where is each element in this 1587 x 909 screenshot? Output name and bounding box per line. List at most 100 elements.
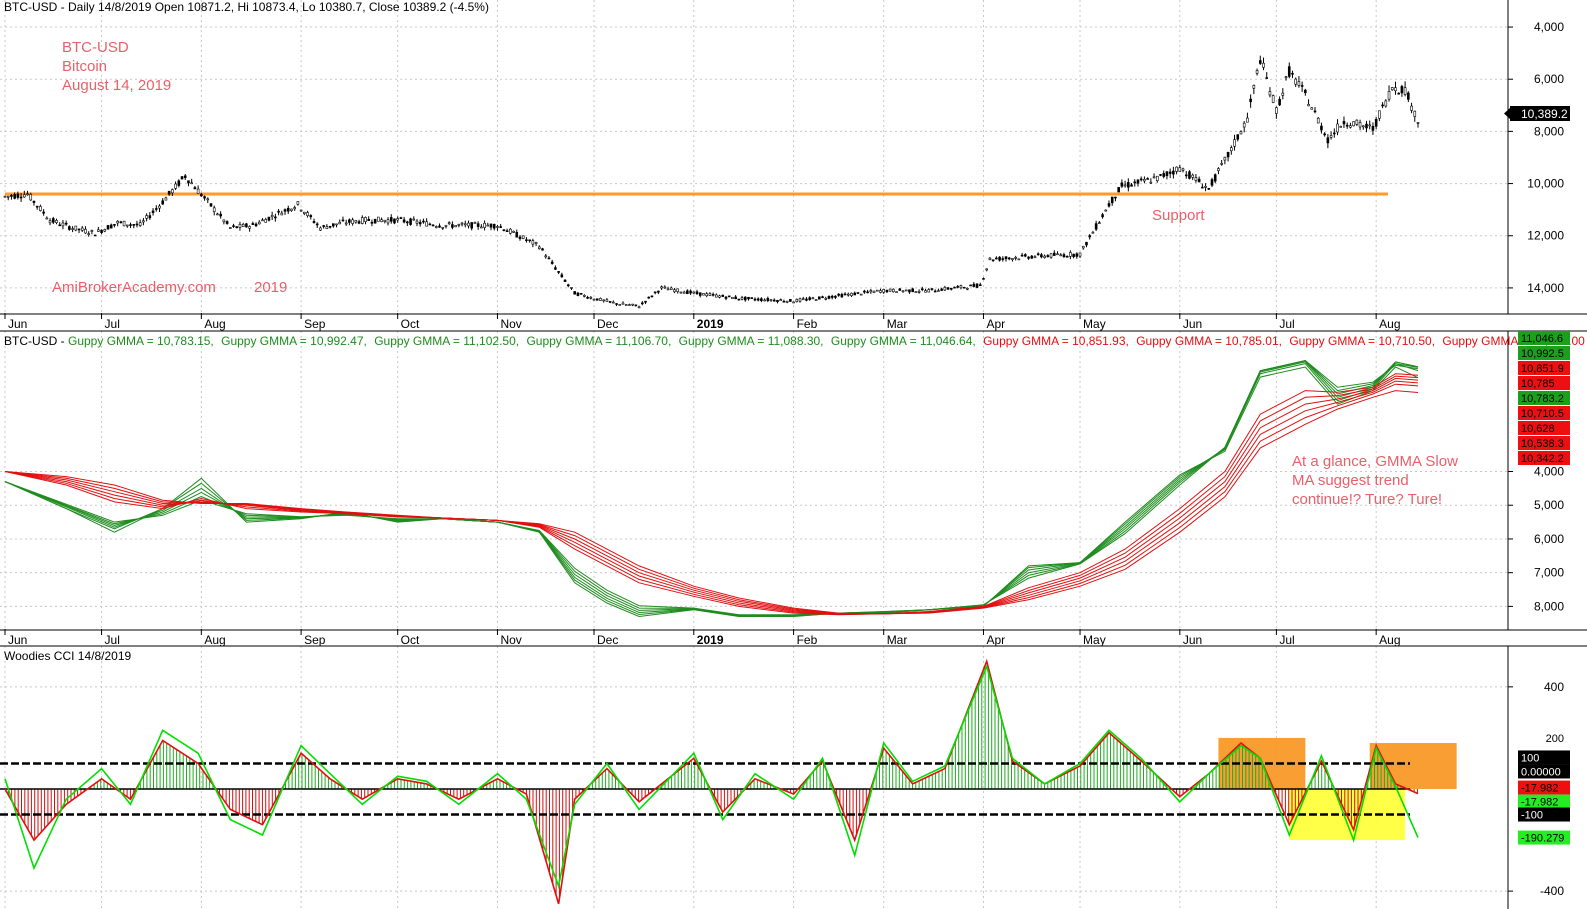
candle-body bbox=[325, 226, 329, 230]
candle-body bbox=[483, 222, 486, 228]
candle-body bbox=[303, 211, 306, 214]
candle-body bbox=[1081, 246, 1085, 249]
candle-body bbox=[1104, 209, 1108, 212]
candle-body bbox=[1407, 92, 1410, 100]
candle-body bbox=[1342, 121, 1346, 125]
gmma-slow-line bbox=[4, 375, 1419, 616]
candle-body bbox=[254, 223, 258, 227]
gmma-value-badge bbox=[1518, 421, 1570, 435]
candle-body bbox=[811, 297, 815, 300]
candle-body bbox=[821, 296, 824, 299]
candle-body bbox=[196, 188, 200, 194]
candle-body bbox=[985, 268, 988, 271]
gmma-slow-line bbox=[4, 380, 1419, 615]
candle-body bbox=[1349, 125, 1352, 128]
candle-body bbox=[45, 217, 49, 220]
support-label: Support bbox=[1152, 207, 1205, 224]
candle-body bbox=[103, 229, 107, 232]
candle-body bbox=[460, 222, 464, 225]
gmma-value-label: 10,785 bbox=[1521, 378, 1555, 390]
cci-value-label: 100 bbox=[1521, 752, 1539, 764]
x-tick-label: Aug bbox=[1379, 633, 1400, 647]
candle-body bbox=[58, 224, 62, 227]
cci-value-label: -190.279 bbox=[1521, 833, 1564, 845]
candle-body bbox=[769, 299, 773, 302]
candle-body bbox=[364, 217, 367, 222]
candle-body bbox=[1162, 173, 1166, 177]
candle-body bbox=[293, 207, 296, 210]
candle-body bbox=[1194, 177, 1198, 181]
candle-body bbox=[962, 286, 966, 289]
candle-body bbox=[882, 289, 885, 293]
candle-body bbox=[566, 284, 570, 287]
candle-body bbox=[1242, 122, 1246, 128]
candle-body bbox=[966, 288, 969, 290]
candle-body bbox=[386, 219, 390, 224]
candle-body bbox=[71, 228, 74, 230]
candle-body bbox=[158, 205, 161, 209]
gmma-value-badge bbox=[1518, 451, 1570, 465]
gmma-value-badge bbox=[1518, 436, 1570, 450]
candle-body bbox=[457, 224, 461, 226]
candle-body bbox=[1416, 122, 1420, 124]
candle-body bbox=[547, 257, 551, 260]
candle-body bbox=[766, 298, 770, 302]
candle-body bbox=[805, 298, 808, 301]
gmma-value-label: 10,783.2 bbox=[1521, 393, 1564, 405]
candle-body bbox=[1213, 174, 1217, 182]
candle-body bbox=[818, 296, 821, 300]
gmma-header-fast-4: Guppy GMMA = 11,106.70, bbox=[526, 334, 671, 348]
price-pane: 14,000 12,000 10,000 8,000 6,000 4,000 BTC-US… bbox=[0, 0, 1587, 315]
candle-body bbox=[1184, 174, 1188, 177]
candle-body bbox=[360, 217, 364, 224]
candle-body bbox=[1201, 186, 1204, 189]
price-annotation-line-2: Bitcoin bbox=[62, 58, 107, 75]
candle-body bbox=[1265, 77, 1269, 79]
candle-body bbox=[1043, 255, 1046, 258]
candle-body bbox=[1088, 235, 1091, 238]
candle-body bbox=[463, 223, 467, 226]
x-tick-label: Oct bbox=[401, 317, 420, 331]
candle-body bbox=[1378, 110, 1381, 119]
gmma-header-slow-2: Guppy GMMA = 10,785.01, bbox=[1136, 334, 1282, 348]
candle-body bbox=[270, 215, 274, 218]
candle-body bbox=[200, 193, 203, 197]
candle-body bbox=[1098, 222, 1101, 224]
candle-body bbox=[895, 291, 898, 293]
gmma-slow-line bbox=[4, 373, 1419, 616]
gmma-annotation-line-2: MA suggest trend bbox=[1292, 472, 1409, 489]
candle-body bbox=[190, 182, 193, 185]
gmma-value-label: 10,992.5 bbox=[1521, 348, 1564, 360]
candle-body bbox=[55, 220, 58, 223]
gmma-fast-line bbox=[4, 360, 1419, 616]
x-tick-label: Feb bbox=[797, 317, 818, 331]
candle-body bbox=[412, 218, 416, 221]
candle-body bbox=[798, 298, 802, 302]
candle-body bbox=[837, 293, 840, 296]
candle-body bbox=[715, 294, 718, 298]
watermark-year: 2019 bbox=[254, 279, 287, 296]
candle-body bbox=[1133, 181, 1137, 184]
gmma-value-label: 10,851.9 bbox=[1521, 363, 1564, 375]
price-y-tick-label: 10,000 bbox=[1527, 177, 1564, 191]
gmma-value-label: 10,628 bbox=[1521, 423, 1555, 435]
candle-body bbox=[1178, 167, 1182, 172]
candle-body bbox=[1329, 135, 1333, 138]
candle-body bbox=[679, 291, 683, 294]
gmma-y-axis: 8,000 7,000 6,000 5,000 4,000 bbox=[1508, 465, 1564, 613]
candle-body bbox=[261, 219, 264, 222]
candle-body bbox=[576, 292, 580, 296]
gmma-header-fast-6: Guppy GMMA = 11,046.64, bbox=[831, 334, 976, 348]
candle-body bbox=[921, 288, 924, 291]
candle-body bbox=[972, 283, 976, 287]
candle-body bbox=[142, 220, 145, 223]
candle-body bbox=[151, 210, 155, 213]
gmma-value-label: 10,710.5 bbox=[1521, 408, 1564, 420]
watermark-site: AmiBrokerAcademy.com bbox=[52, 279, 216, 296]
candle-body bbox=[995, 257, 998, 260]
x-tick-label: Jul bbox=[105, 317, 120, 331]
candle-body bbox=[776, 299, 779, 303]
cci-value-label: 0.00000 bbox=[1521, 766, 1561, 778]
candle-body bbox=[1072, 253, 1075, 257]
